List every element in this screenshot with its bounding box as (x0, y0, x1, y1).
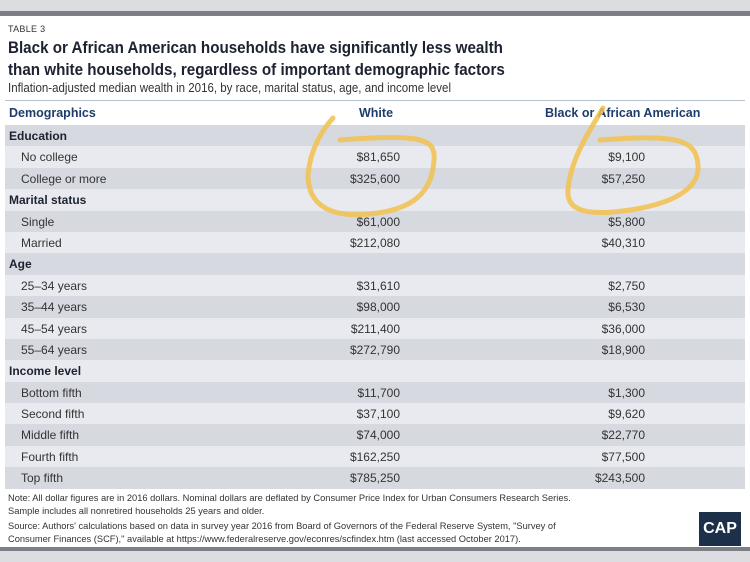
table-row: Single $61,000 $5,800 (5, 210, 745, 232)
white-value: $74,000 (356, 428, 400, 443)
row-label: Top fifth (21, 471, 64, 486)
white-value: $81,650 (356, 150, 400, 165)
black-value: $2,750 (608, 278, 645, 293)
table-row: 55–64 years $272,790 $18,900 (5, 338, 745, 361)
black-value: $9,620 (608, 407, 645, 422)
black-value: $57,250 (601, 171, 645, 186)
header-white: White (359, 106, 394, 120)
page-title: Black or African American households hav… (8, 37, 505, 81)
header-black: Black or African American (545, 106, 701, 120)
subtitle: Inflation-adjusted median wealth in 2016… (8, 81, 452, 95)
row-label: Married (21, 235, 62, 250)
table-header: Demographics White Black or African Amer… (5, 100, 745, 125)
header-demographics: Demographics (9, 106, 96, 120)
row-label: 55–64 years (21, 342, 88, 357)
white-value: $61,000 (356, 214, 400, 229)
table-label: TABLE 3 (8, 24, 46, 34)
black-value: $36,000 (601, 321, 645, 336)
white-value: $37,100 (356, 407, 400, 422)
row-label: 25–34 years (21, 278, 88, 293)
note-line: Note: All dollar figures are in 2016 dol… (8, 493, 571, 503)
table-row: Second fifth $37,100 $9,620 (5, 403, 745, 425)
table-row: 35–44 years $98,000 $6,530 (5, 296, 745, 318)
row-label: Second fifth (21, 407, 85, 422)
black-value: $40,310 (601, 235, 645, 250)
row-label: Single (21, 214, 55, 229)
row-label: Education (9, 129, 68, 143)
source-line: Source: Authors' calculations based on d… (8, 521, 556, 531)
white-value: $162,250 (349, 449, 400, 464)
black-value: $6,530 (608, 300, 645, 315)
white-value: $785,250 (349, 471, 400, 486)
white-value: $272,790 (349, 342, 400, 357)
black-value: $9,100 (608, 150, 645, 165)
table-row: Fourth fifth $162,250 $77,500 (5, 445, 745, 468)
section-header-row: Income level (5, 360, 745, 382)
table-row: Married $212,080 $40,310 (5, 231, 745, 254)
row-label: Income level (9, 364, 82, 379)
row-label: Fourth fifth (21, 449, 79, 464)
cap-logo: CAP (699, 512, 741, 546)
table-row: Top fifth $785,250 $243,500 (5, 467, 745, 489)
table-row: College or more $325,600 $57,250 (5, 167, 745, 190)
row-label: Age (9, 257, 32, 272)
row-label: Marital status (9, 193, 87, 208)
title-line-1: Black or African American households hav… (8, 39, 503, 57)
black-value: $1,300 (608, 385, 645, 400)
black-value: $18,900 (601, 342, 645, 357)
title-line-2: than white households, regardless of imp… (8, 61, 505, 79)
section-header-row: Age (5, 253, 745, 275)
table-row: 25–34 years $31,610 $2,750 (5, 274, 745, 297)
white-value: $98,000 (356, 300, 400, 315)
table-row: Middle fifth $74,000 $22,770 (5, 424, 745, 446)
black-value: $22,770 (601, 428, 645, 443)
row-label: Bottom fifth (21, 385, 82, 400)
table-body: Education No college $81,650 $9,100 College … (5, 125, 745, 489)
table-row: Bottom fifth $11,700 $1,300 (5, 381, 745, 404)
row-label: Middle fifth (21, 428, 80, 443)
black-value: $77,500 (601, 449, 645, 464)
white-value: $11,700 (357, 385, 401, 400)
black-value: $5,800 (608, 214, 645, 229)
bottom-border (0, 547, 750, 562)
row-label: 45–54 years (21, 321, 88, 336)
note-line: Sample includes all nonretired household… (8, 506, 265, 516)
source-line: Consumer Finances (SCF)," available at h… (8, 534, 521, 544)
white-value: $211,400 (350, 321, 400, 336)
section-header-row: Education (5, 125, 745, 147)
table-row: 45–54 years $211,400 $36,000 (5, 317, 745, 339)
section-header-row: Marital status (5, 189, 745, 211)
table-row: No college $81,650 $9,100 (5, 146, 745, 168)
row-label: 35–44 years (21, 300, 88, 315)
top-border (0, 0, 750, 16)
notes: Note: All dollar figures are in 2016 dol… (8, 492, 688, 546)
white-value: $31,610 (356, 278, 400, 293)
white-value: $212,080 (349, 235, 400, 250)
row-label: College or more (21, 171, 107, 186)
row-label: No college (21, 150, 78, 165)
black-value: $243,500 (594, 471, 645, 486)
white-value: $325,600 (349, 171, 400, 186)
